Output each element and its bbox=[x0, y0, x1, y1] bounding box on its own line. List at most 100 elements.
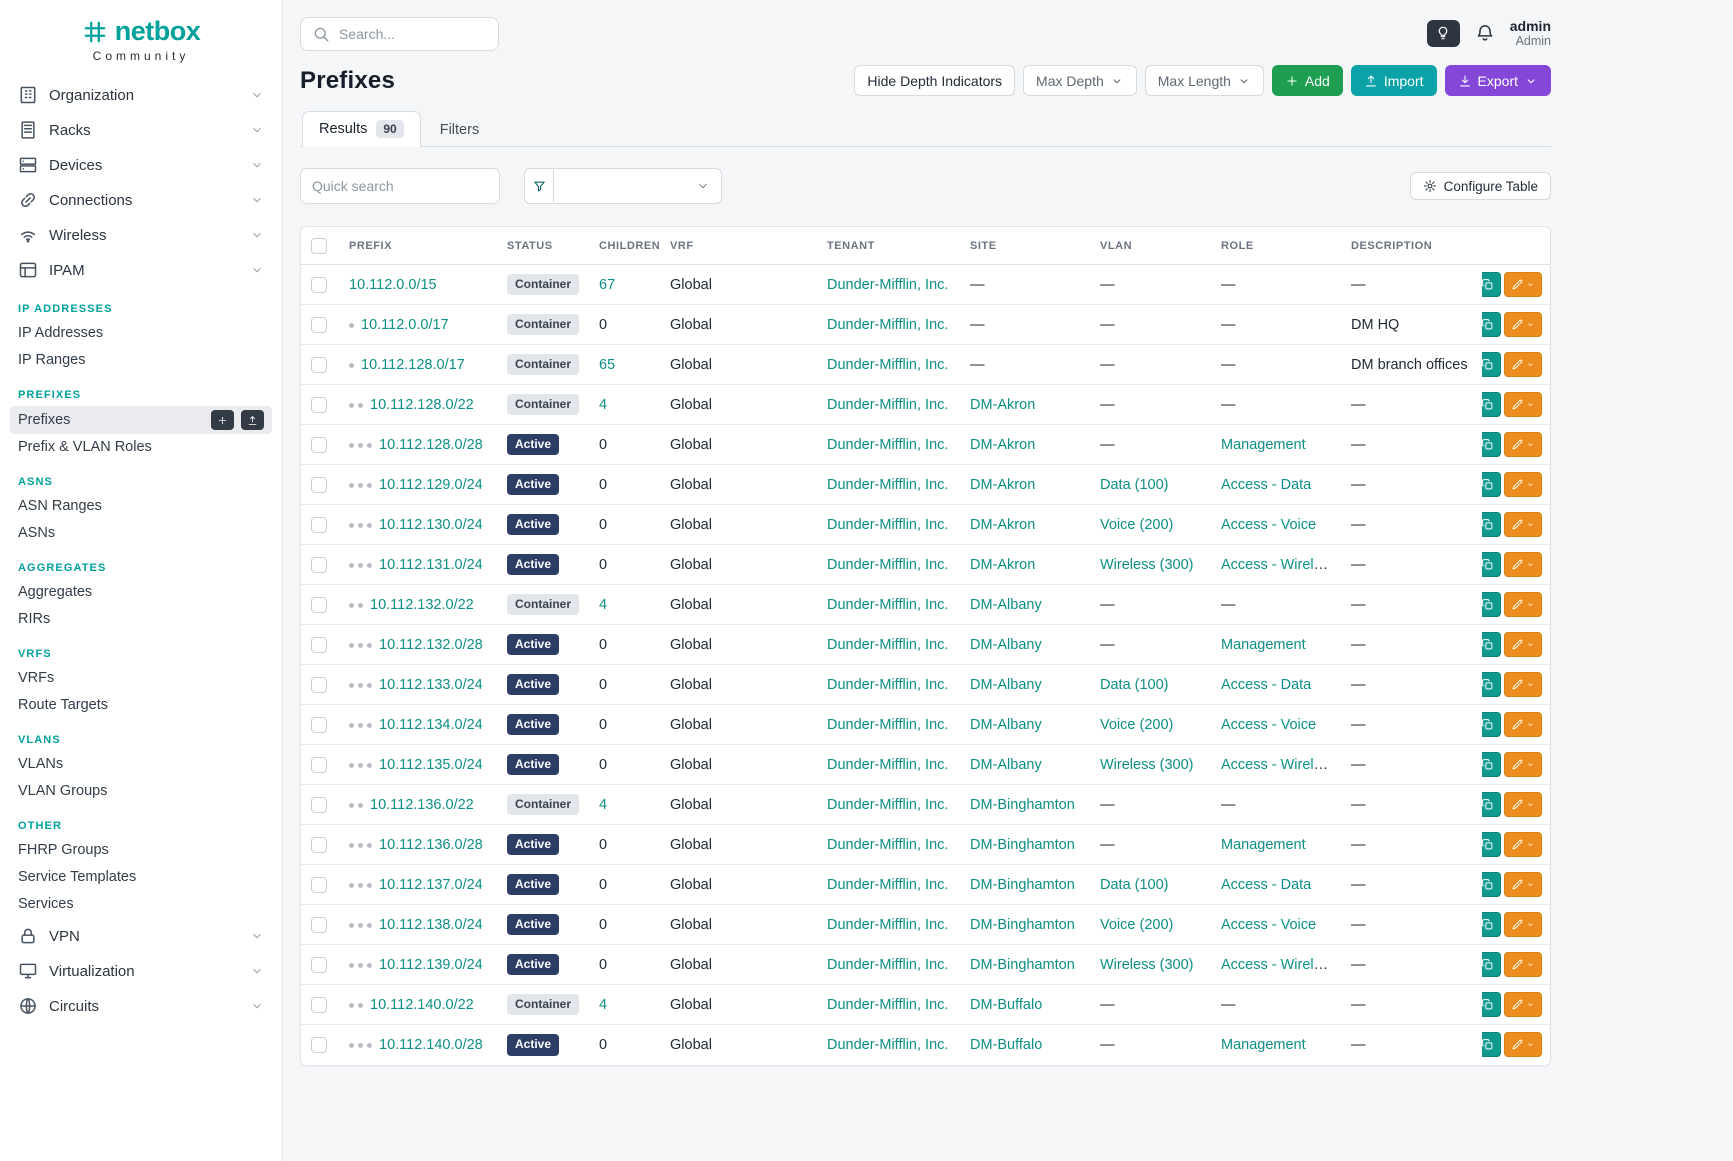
site-link[interactable]: DM-Albany bbox=[970, 596, 1042, 613]
edit-button[interactable] bbox=[1504, 792, 1542, 817]
prefix-link[interactable]: 10.112.0.0/17 bbox=[361, 316, 449, 333]
row-checkbox[interactable] bbox=[311, 556, 327, 573]
copy-button[interactable] bbox=[1482, 992, 1501, 1017]
tenant-link[interactable]: Dunder-Mifflin, Inc. bbox=[827, 956, 949, 973]
role-link[interactable]: Management bbox=[1221, 836, 1306, 853]
edit-button[interactable] bbox=[1504, 552, 1542, 577]
configure-table-button[interactable]: Configure Table bbox=[1409, 172, 1551, 200]
sidebar-item-services[interactable]: Services bbox=[18, 896, 74, 912]
edit-button[interactable] bbox=[1504, 672, 1542, 697]
tenant-link[interactable]: Dunder-Mifflin, Inc. bbox=[827, 276, 949, 293]
prefix-link[interactable]: 10.112.130.0/24 bbox=[379, 516, 483, 533]
vlan-link[interactable]: Data (100) bbox=[1100, 876, 1169, 893]
prefix-link[interactable]: 10.112.129.0/24 bbox=[379, 476, 483, 493]
row-checkbox[interactable] bbox=[311, 356, 327, 373]
prefix-link[interactable]: 10.112.132.0/28 bbox=[379, 636, 483, 653]
sidebar-item-vpn[interactable]: VPN bbox=[10, 919, 272, 953]
column-header-children[interactable]: CHILDREN bbox=[589, 227, 660, 265]
vlan-link[interactable]: Voice (200) bbox=[1100, 916, 1174, 933]
copy-button[interactable] bbox=[1482, 712, 1501, 737]
row-checkbox[interactable] bbox=[311, 716, 327, 733]
sidebar-item-prefix-vlan-roles[interactable]: Prefix & VLAN Roles bbox=[18, 439, 152, 455]
edit-button[interactable] bbox=[1504, 432, 1542, 457]
quick-add-button[interactable] bbox=[211, 410, 234, 430]
copy-button[interactable] bbox=[1482, 792, 1501, 817]
children-count-link[interactable]: 4 bbox=[599, 596, 608, 613]
role-link[interactable]: Access - Wireless bbox=[1221, 756, 1337, 773]
children-count-link[interactable]: 4 bbox=[599, 796, 608, 813]
role-link[interactable]: Management bbox=[1221, 436, 1306, 453]
role-link[interactable]: Access - Voice bbox=[1221, 916, 1317, 933]
children-count-link[interactable]: 67 bbox=[599, 276, 616, 293]
sidebar-item-ipam[interactable]: IPAM bbox=[10, 253, 272, 287]
copy-button[interactable] bbox=[1482, 1032, 1501, 1058]
prefix-link[interactable]: 10.112.132.0/22 bbox=[370, 596, 474, 613]
edit-button[interactable] bbox=[1504, 752, 1542, 777]
tenant-link[interactable]: Dunder-Mifflin, Inc. bbox=[827, 716, 949, 733]
tenant-link[interactable]: Dunder-Mifflin, Inc. bbox=[827, 916, 949, 933]
row-checkbox[interactable] bbox=[311, 516, 327, 533]
sidebar-item-rirs[interactable]: RIRs bbox=[18, 611, 51, 627]
tenant-link[interactable]: Dunder-Mifflin, Inc. bbox=[827, 1036, 949, 1053]
row-checkbox[interactable] bbox=[311, 956, 327, 973]
sidebar-item-vrfs[interactable]: VRFs bbox=[18, 670, 55, 686]
sidebar-item-fhrp-groups[interactable]: FHRP Groups bbox=[18, 842, 109, 858]
quick-search-input[interactable] bbox=[312, 178, 488, 194]
sidebar-item-aggregates[interactable]: Aggregates bbox=[18, 584, 93, 600]
children-count-link[interactable]: 4 bbox=[599, 396, 608, 413]
tenant-link[interactable]: Dunder-Mifflin, Inc. bbox=[827, 996, 949, 1013]
copy-button[interactable] bbox=[1482, 352, 1501, 377]
prefix-link[interactable]: 10.112.138.0/24 bbox=[379, 916, 483, 933]
edit-button[interactable] bbox=[1504, 712, 1542, 737]
sidebar-item-asns[interactable]: ASNs bbox=[18, 525, 56, 541]
tenant-link[interactable]: Dunder-Mifflin, Inc. bbox=[827, 436, 949, 453]
copy-button[interactable] bbox=[1482, 632, 1501, 657]
sidebar-item-circuits[interactable]: Circuits bbox=[10, 989, 272, 1023]
column-header-tenant[interactable]: TENANT bbox=[817, 227, 960, 265]
vlan-link[interactable]: Wireless (300) bbox=[1100, 756, 1194, 773]
site-link[interactable]: DM-Buffalo bbox=[970, 1036, 1043, 1053]
sidebar-item-asn-ranges[interactable]: ASN Ranges bbox=[18, 498, 102, 514]
add-button[interactable]: Add bbox=[1271, 65, 1343, 96]
row-checkbox[interactable] bbox=[311, 276, 327, 293]
edit-button[interactable] bbox=[1504, 832, 1542, 857]
copy-button[interactable] bbox=[1482, 832, 1501, 857]
site-link[interactable]: DM-Buffalo bbox=[970, 996, 1043, 1013]
row-checkbox[interactable] bbox=[311, 996, 327, 1013]
prefix-link[interactable]: 10.112.137.0/24 bbox=[379, 876, 483, 893]
sidebar-item-devices[interactable]: Devices bbox=[10, 148, 272, 182]
bell-icon[interactable] bbox=[1475, 23, 1495, 43]
select-all-checkbox[interactable] bbox=[311, 238, 327, 254]
tenant-link[interactable]: Dunder-Mifflin, Inc. bbox=[827, 316, 949, 333]
site-link[interactable]: DM-Akron bbox=[970, 516, 1036, 533]
role-link[interactable]: Access - Voice bbox=[1221, 716, 1317, 733]
prefix-link[interactable]: 10.112.136.0/22 bbox=[370, 796, 474, 813]
tenant-link[interactable]: Dunder-Mifflin, Inc. bbox=[827, 796, 949, 813]
tenant-link[interactable]: Dunder-Mifflin, Inc. bbox=[827, 556, 949, 573]
copy-button[interactable] bbox=[1482, 872, 1501, 897]
role-link[interactable]: Access - Voice bbox=[1221, 516, 1317, 533]
prefix-link[interactable]: 10.112.134.0/24 bbox=[379, 716, 483, 733]
tenant-link[interactable]: Dunder-Mifflin, Inc. bbox=[827, 396, 949, 413]
row-checkbox[interactable] bbox=[311, 756, 327, 773]
filter-button[interactable] bbox=[524, 168, 553, 204]
tab-results[interactable]: Results 90 bbox=[302, 111, 421, 147]
row-checkbox[interactable] bbox=[311, 876, 327, 893]
global-search[interactable] bbox=[300, 16, 499, 51]
row-checkbox[interactable] bbox=[311, 916, 327, 933]
column-header-vlan[interactable]: VLAN bbox=[1090, 227, 1211, 265]
tenant-link[interactable]: Dunder-Mifflin, Inc. bbox=[827, 516, 949, 533]
sidebar-item-ip-ranges[interactable]: IP Ranges bbox=[18, 352, 86, 368]
row-checkbox[interactable] bbox=[311, 316, 327, 333]
row-checkbox[interactable] bbox=[311, 596, 327, 613]
sidebar-item-ip-addresses[interactable]: IP Addresses bbox=[18, 325, 104, 341]
prefix-link[interactable]: 10.112.140.0/22 bbox=[370, 996, 474, 1013]
site-link[interactable]: DM-Binghamton bbox=[970, 876, 1075, 893]
site-link[interactable]: DM-Albany bbox=[970, 716, 1042, 733]
prefix-link[interactable]: 10.112.133.0/24 bbox=[379, 676, 483, 693]
prefix-link[interactable]: 10.112.139.0/24 bbox=[379, 956, 483, 973]
site-link[interactable]: DM-Albany bbox=[970, 636, 1042, 653]
site-link[interactable]: DM-Binghamton bbox=[970, 796, 1075, 813]
column-header-status[interactable]: STATUS bbox=[497, 227, 589, 265]
quick-search[interactable] bbox=[300, 168, 500, 204]
